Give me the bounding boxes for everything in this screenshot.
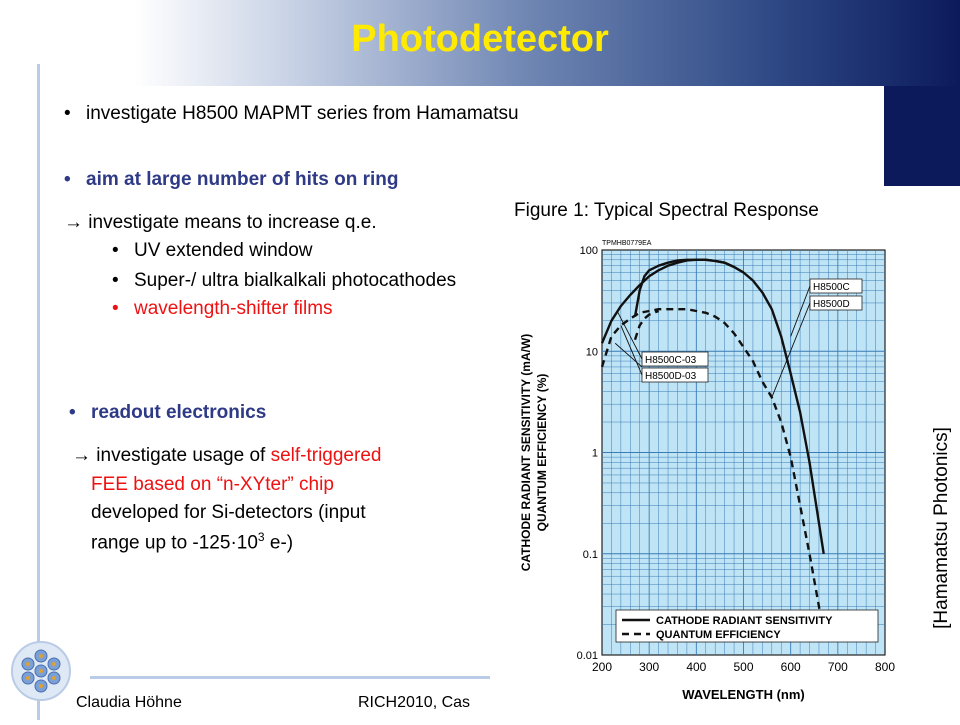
annotation-leader: [790, 285, 811, 337]
y-tick-label: 10: [586, 346, 598, 358]
bullet-text: investigate H8500 MAPMT series from Hama…: [86, 103, 519, 124]
annotation-leader: [771, 302, 811, 398]
sub-bullet-wls: • wavelength-shifter films: [112, 298, 333, 319]
y-axis-label-2: QUANTUM EFFICIENCY (%): [535, 374, 549, 532]
x-tick-label: 400: [686, 660, 706, 674]
left-divider: [37, 64, 40, 720]
arrow-qe: → investigate means to increase q.e.: [64, 212, 377, 233]
series-line: [633, 258, 745, 317]
legend-entry: CATHODE RADIANT SENSITIVITY: [656, 615, 833, 627]
bullet-readout: • readout electronics: [69, 402, 267, 423]
bullet-text: aim at large number of hits on ring: [86, 169, 399, 190]
annotation-label: H8500D-03: [645, 371, 697, 382]
footer-author: Claudia Höhne: [76, 694, 182, 711]
annotation-label: H8500D: [813, 299, 850, 310]
si-line: developed for Si-detectors (input: [91, 502, 366, 523]
header-stripe: [884, 86, 960, 186]
x-tick-label: 300: [639, 660, 659, 674]
range-pre: range up to -125·10: [91, 532, 258, 554]
bullet-mapmt: • investigate H8500 MAPMT series from Ham…: [64, 103, 519, 124]
x-tick-label: 200: [592, 660, 612, 674]
footer-conference: RICH2010, Cas: [358, 694, 471, 711]
y-tick-label: 100: [580, 245, 598, 257]
annotation-leader: [616, 310, 643, 360]
y-axis-label: CATHODE RADIANT SENSITIVITY (mA/W): [519, 334, 533, 572]
fee-line: FEE based on “n-XYter” chip: [91, 474, 334, 495]
arrow-fee-red: self-triggered: [270, 445, 382, 466]
x-tick-label: 600: [781, 660, 801, 674]
x-tick-label: 800: [875, 660, 895, 674]
plot-area: 200 300 400 500 600 700 800 0.01 0.1 1 10 100 H8500C…: [577, 245, 896, 674]
y-tick-label: 0.01: [577, 650, 598, 662]
slide-title: Photodetector: [351, 18, 609, 60]
legend-entry: QUANTUM EFFICIENCY: [656, 629, 781, 641]
series-line: [600, 307, 825, 638]
y-tick-label: 1: [592, 448, 598, 460]
spectral-response-chart: Figure 1: Typical Spectral Response TPMH…: [514, 200, 896, 702]
x-tick-label: 700: [828, 660, 848, 674]
rich-logo: [10, 640, 72, 702]
sub-bullet-photocathodes: • Super-/ ultra bialkalkali photocathodes: [112, 270, 457, 291]
spectral-response-figure: Figure 1: Typical Spectral Response TPMH…: [490, 186, 960, 720]
arrow-fee: → investigate usage of self-triggered: [72, 445, 381, 467]
y-tick-label: 0.1: [583, 549, 598, 561]
range-post: e-): [264, 532, 294, 554]
annotation-leader: [614, 342, 643, 368]
x-axis-label: WAVELENGTH (nm): [682, 687, 805, 702]
bullet-hits: • aim at large number of hits on ring: [64, 169, 399, 190]
chart-title: Figure 1: Typical Spectral Response: [514, 200, 819, 221]
sub-bullet-text: wavelength-shifter films: [134, 298, 333, 319]
range-sup: 3: [257, 530, 265, 544]
title-bar: [0, 0, 960, 86]
bullet-text: readout electronics: [91, 402, 267, 423]
range-line: range up to -125·103 e-): [91, 530, 293, 554]
annotation-leader: [620, 325, 643, 376]
sub-bullet-uv: • UV extended window: [112, 240, 313, 261]
legend-box: [615, 609, 879, 643]
sub-bullet-text: UV extended window: [134, 240, 313, 261]
image-credit: [Hamamatsu Photonics]: [931, 427, 952, 629]
x-tick-label: 500: [733, 660, 753, 674]
annotation-label: H8500C: [813, 282, 850, 293]
chart-code: TPMHB0779EA: [602, 240, 652, 247]
arrow-fee-prefix: → investigate usage of: [72, 445, 271, 466]
sub-bullet-text: Super-/ ultra bialkalkali photocathodes: [134, 270, 457, 291]
annotation-label: H8500C-03: [645, 355, 697, 366]
bottom-divider: [90, 676, 510, 679]
